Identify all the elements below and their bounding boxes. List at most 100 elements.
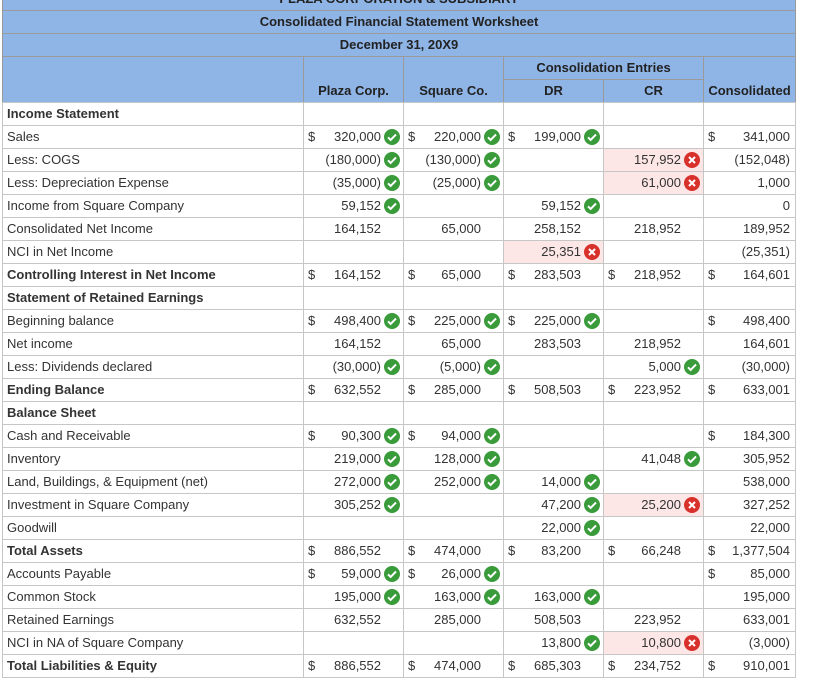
cell: 195,000 bbox=[703, 585, 796, 609]
cell bbox=[303, 102, 404, 126]
check-icon bbox=[584, 129, 600, 145]
cell bbox=[403, 286, 504, 310]
cell: 65,000 bbox=[403, 217, 504, 241]
check-icon bbox=[584, 635, 600, 651]
cell: $223,952 bbox=[603, 378, 704, 402]
currency-sign: $ bbox=[708, 566, 716, 581]
cell: 157,952 bbox=[603, 148, 704, 172]
currency-sign: $ bbox=[308, 313, 316, 328]
cell-value: 195,000 bbox=[743, 589, 790, 604]
cell: 327,252 bbox=[703, 493, 796, 517]
cell-value: 47,200 bbox=[541, 497, 581, 512]
cell: $285,000 bbox=[403, 378, 504, 402]
currency-sign: $ bbox=[708, 129, 716, 144]
cell-value: 66,248 bbox=[641, 543, 681, 558]
cell: 218,952 bbox=[603, 217, 704, 241]
currency-sign: $ bbox=[708, 267, 716, 282]
cell bbox=[603, 309, 704, 333]
cell: $66,248 bbox=[603, 539, 704, 563]
cell-value: (130,000) bbox=[425, 152, 481, 167]
check-icon bbox=[384, 566, 400, 582]
cell: 1,000 bbox=[703, 171, 796, 195]
cell bbox=[503, 424, 604, 448]
error-icon bbox=[684, 175, 700, 191]
cell: (35,000) bbox=[303, 171, 404, 195]
check-icon bbox=[384, 313, 400, 329]
cell bbox=[303, 286, 404, 310]
cell: $320,000 bbox=[303, 125, 404, 149]
cell bbox=[503, 171, 604, 195]
row-label: Common Stock bbox=[2, 585, 304, 609]
cell: 163,000 bbox=[503, 585, 604, 609]
cell-value: 218,952 bbox=[634, 267, 681, 282]
cell-value: 219,000 bbox=[334, 451, 381, 466]
cell: 508,503 bbox=[503, 608, 604, 632]
cell: 164,152 bbox=[303, 332, 404, 356]
cell-value: 886,552 bbox=[334, 658, 381, 673]
cell-value: (25,351) bbox=[741, 244, 790, 259]
cell bbox=[303, 240, 404, 264]
cell: (30,000) bbox=[703, 355, 796, 379]
cell-value: 59,000 bbox=[341, 566, 381, 581]
cell-value: 164,601 bbox=[743, 336, 790, 351]
cell-value: (3,000) bbox=[748, 635, 790, 650]
cell: $83,200 bbox=[503, 539, 604, 563]
cell bbox=[603, 102, 704, 126]
cell-value: 252,000 bbox=[434, 474, 481, 489]
cell-value: 498,400 bbox=[743, 313, 790, 328]
currency-sign: $ bbox=[408, 267, 416, 282]
cell bbox=[403, 631, 504, 655]
cell: 633,001 bbox=[703, 608, 796, 632]
check-icon bbox=[384, 474, 400, 490]
row-label: Cash and Receivable bbox=[2, 424, 304, 448]
check-icon bbox=[384, 451, 400, 467]
cell-value: 305,252 bbox=[334, 497, 381, 512]
cell-value: 225,000 bbox=[534, 313, 581, 328]
cell: 195,000 bbox=[303, 585, 404, 609]
cell-value: 474,000 bbox=[434, 543, 481, 558]
cell: (25,351) bbox=[703, 240, 796, 264]
currency-sign: $ bbox=[308, 428, 316, 443]
cell: $94,000 bbox=[403, 424, 504, 448]
cell: (25,000) bbox=[403, 171, 504, 195]
cell-value: 258,152 bbox=[534, 221, 581, 236]
error-icon bbox=[684, 635, 700, 651]
cell: 538,000 bbox=[703, 470, 796, 494]
currency-sign: $ bbox=[308, 267, 316, 282]
header-title: December 31, 20X9 bbox=[2, 33, 796, 57]
cell-value: 85,000 bbox=[750, 566, 790, 581]
cell-value: 59,152 bbox=[341, 198, 381, 213]
cell bbox=[503, 102, 604, 126]
cell: 305,252 bbox=[303, 493, 404, 517]
cell-value: 65,000 bbox=[441, 221, 481, 236]
cell: 41,048 bbox=[603, 447, 704, 471]
cell bbox=[603, 516, 704, 540]
check-icon bbox=[484, 451, 500, 467]
check-icon bbox=[384, 589, 400, 605]
cell bbox=[303, 516, 404, 540]
cell: 22,000 bbox=[503, 516, 604, 540]
check-icon bbox=[484, 313, 500, 329]
row-label: Investment in Square Company bbox=[2, 493, 304, 517]
currency-sign: $ bbox=[408, 313, 416, 328]
cell: 47,200 bbox=[503, 493, 604, 517]
cell: (3,000) bbox=[703, 631, 796, 655]
cell-value: 90,300 bbox=[341, 428, 381, 443]
currency-sign: $ bbox=[608, 658, 616, 673]
cell-value: 498,400 bbox=[334, 313, 381, 328]
cell-value: 508,503 bbox=[534, 612, 581, 627]
cell-value: 184,300 bbox=[743, 428, 790, 443]
check-icon bbox=[384, 428, 400, 444]
row-label: Statement of Retained Earnings bbox=[2, 286, 304, 310]
cell-value: 5,000 bbox=[648, 359, 681, 374]
cell: $1,377,504 bbox=[703, 539, 796, 563]
cell-value: 283,503 bbox=[534, 336, 581, 351]
cell-value: 285,000 bbox=[434, 612, 481, 627]
cell: $90,300 bbox=[303, 424, 404, 448]
currency-sign: $ bbox=[508, 313, 516, 328]
check-icon bbox=[384, 152, 400, 168]
cell: 632,552 bbox=[303, 608, 404, 632]
cell-value: 223,952 bbox=[634, 612, 681, 627]
cell-value: 128,000 bbox=[434, 451, 481, 466]
cell: 305,952 bbox=[703, 447, 796, 471]
